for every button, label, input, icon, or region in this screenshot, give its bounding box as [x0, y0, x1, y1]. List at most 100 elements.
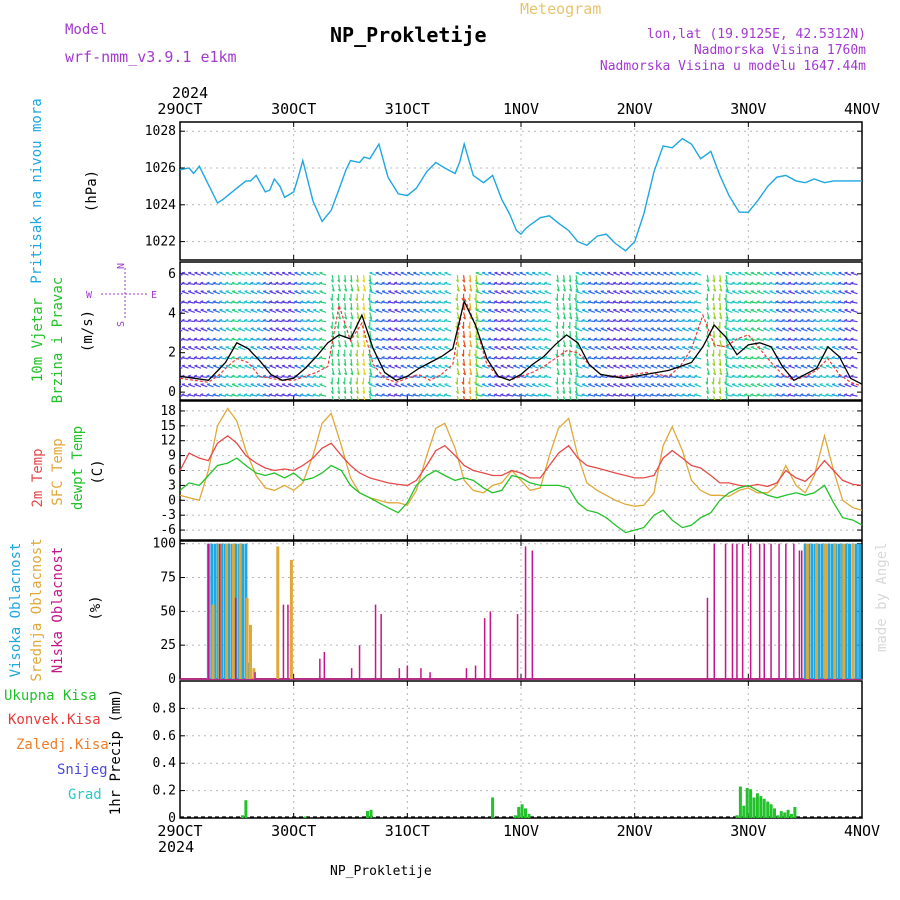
wind-arrow	[475, 303, 478, 311]
wind-arrow	[444, 319, 452, 323]
wind-arrow-head	[500, 364, 504, 367]
wind-arrow	[731, 282, 739, 286]
wind-arrow-head	[844, 318, 848, 322]
wind-arrow-head	[281, 364, 286, 367]
wind-arrow-head	[206, 383, 211, 385]
wind-arrow	[180, 310, 183, 313]
cloud-bar-low	[465, 668, 468, 679]
precip-legend-label: Zaledj.Kisa	[16, 737, 109, 753]
wind-arrow-head	[387, 393, 391, 396]
wind-arrow-head	[562, 363, 565, 367]
wind-arrow-head	[581, 393, 585, 396]
wind-arrow-head	[775, 383, 779, 385]
wind-arrow	[469, 330, 472, 338]
wind-arrow	[506, 301, 514, 304]
wind-arrow	[625, 319, 633, 323]
wind-arrow-head	[625, 337, 629, 340]
wind-arrow-head	[294, 346, 298, 348]
wind-arrow	[537, 319, 546, 323]
wind-arrow	[656, 319, 664, 323]
wind-arrow-head	[744, 290, 748, 292]
wind-arrow-head	[812, 374, 817, 377]
wind-arrow-head	[788, 346, 792, 348]
wind-arrow-head	[656, 346, 661, 348]
wind-arrow	[206, 357, 214, 360]
wind-arrow	[675, 346, 683, 351]
wind-arrow-head	[500, 374, 504, 377]
wind-arrow	[600, 357, 608, 360]
wind-arrow-head	[618, 393, 623, 396]
wind-arrow	[487, 338, 496, 341]
wind-arrow	[844, 365, 852, 369]
x-tick-label-bottom: 29OCT	[157, 822, 202, 840]
wind-arrow	[300, 328, 308, 332]
wind-arrow-head	[675, 383, 679, 385]
wind-arrow-head	[606, 393, 610, 396]
wind-arrow-head	[518, 318, 523, 322]
wind-arrow-head	[813, 346, 817, 348]
wind-arrow-head	[225, 271, 229, 274]
wind-arrow-head	[250, 383, 254, 385]
wind-arrow	[825, 357, 833, 360]
wind-arrow-head	[650, 374, 654, 377]
wind-arrow-head	[769, 290, 773, 292]
wind-arrow	[456, 312, 460, 320]
wind-arrow	[656, 301, 664, 304]
precip-bar	[244, 800, 248, 818]
wind-arrow	[481, 383, 489, 388]
y-tick-label: 0	[168, 493, 176, 508]
wind-arrow	[781, 328, 789, 332]
wind-arrow-head	[388, 271, 392, 274]
wind-arrow	[312, 375, 320, 379]
wind-arrow-head	[618, 318, 623, 322]
wind-arrow	[187, 301, 195, 304]
y-tick-label: 0	[168, 385, 176, 400]
y-tick-label: 2	[168, 346, 176, 361]
wind-arrow-head	[313, 327, 317, 330]
wind-arrow-head	[206, 364, 211, 367]
wind-arrow	[218, 319, 227, 323]
wind-arrow	[713, 312, 717, 320]
wind-arrow-head	[175, 301, 178, 302]
wind-arrow	[787, 338, 796, 341]
wind-arrow-head	[419, 290, 423, 292]
wind-arrow	[850, 357, 858, 360]
sfc-ylabel: SFC Temp	[50, 438, 66, 505]
wind-arrow-head	[781, 393, 785, 396]
wind-arrow-head	[369, 271, 373, 274]
wind-arrow-head	[493, 300, 498, 303]
footer-title: NP_Prokletije	[330, 864, 432, 879]
wind-arrow-head	[775, 337, 779, 340]
wind-arrow-head	[688, 346, 692, 348]
credit-text: made by Angel	[874, 542, 890, 652]
wind-arrow-head	[475, 346, 479, 348]
wind-arrow-head	[362, 344, 366, 348]
wind-arrow-head	[481, 374, 485, 377]
wind-arrow-head	[544, 308, 548, 311]
wind-arrow	[444, 375, 452, 379]
wind-arrow	[619, 383, 627, 388]
wind-arrow	[756, 309, 764, 313]
wind-arrow-head	[725, 308, 729, 311]
wind-arrow	[231, 365, 239, 369]
wind-arrow-head	[744, 356, 748, 359]
wind-arrow-head	[850, 300, 854, 303]
wind-arrow	[688, 365, 696, 369]
wind-arrow-head	[487, 300, 492, 303]
cloud-bar-low	[406, 665, 409, 679]
wind-arrow-head	[319, 308, 323, 311]
wind-arrow-head	[712, 288, 716, 292]
wind-arrow	[200, 346, 208, 351]
cloud-bar-low	[489, 611, 492, 679]
cloud-bar-low	[398, 668, 401, 679]
wind-arrow-head	[250, 327, 254, 330]
wind-arrow-head	[431, 356, 435, 359]
wind-arrow-head	[488, 308, 492, 311]
wind-arrow-head	[331, 344, 335, 348]
wind-arrow-head	[625, 393, 629, 396]
wind-arrow-head	[750, 290, 754, 292]
wind-arrow-head	[675, 346, 679, 348]
wind-arrow	[406, 328, 414, 332]
wind-arrow	[494, 357, 502, 360]
wind-arrow-head	[825, 393, 829, 396]
